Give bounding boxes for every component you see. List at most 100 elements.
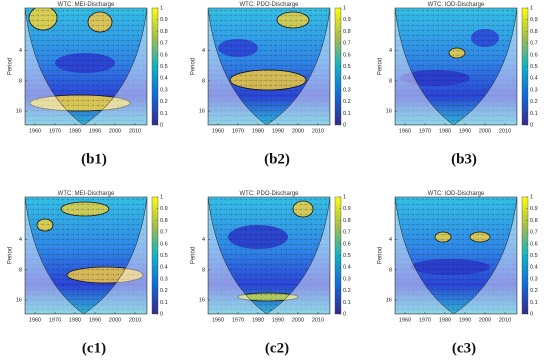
- x-tick-label: 1980: [69, 128, 81, 134]
- y-tick-label: 8: [202, 267, 205, 273]
- colorbar-tick-label: 0.6: [530, 52, 538, 58]
- y-axis-label: Period: [191, 58, 197, 75]
- cone-of-influence: [208, 8, 330, 125]
- x-tick-label: 1960: [212, 128, 224, 134]
- colorbar-tick-label: 0.2: [530, 99, 538, 105]
- colorbar-tick-label: 1: [343, 5, 346, 11]
- x-tick-label: 1970: [419, 128, 431, 134]
- x-tick-label: 1970: [49, 317, 61, 323]
- colorbar-tick-label: 0.5: [160, 253, 168, 259]
- x-tick-label: 2010: [499, 317, 511, 323]
- colorbar-tick-label: 0.4: [343, 265, 351, 271]
- y-axis-label: Period: [378, 58, 384, 75]
- y-tick-label: 8: [19, 267, 22, 273]
- x-tick-label: 1980: [439, 128, 451, 134]
- colorbar-tick-label: 1: [160, 194, 163, 200]
- y-tick-label: 4: [389, 237, 392, 243]
- x-tick-label: 2000: [109, 317, 121, 323]
- x-tick-label: 2010: [312, 128, 324, 134]
- panel-caption: (c3): [452, 340, 476, 356]
- colorbar-tick-label: 1: [343, 194, 346, 200]
- y-tick-label: 8: [202, 78, 205, 84]
- plot-frame: [207, 196, 331, 315]
- colorbar-tick-label: 0.9: [343, 206, 351, 212]
- x-tick-label: 1990: [89, 128, 101, 134]
- y-tick-label: 4: [19, 237, 22, 243]
- panel-title: WTC: IOD-Discharge: [428, 2, 485, 8]
- y-axis-label: Period: [8, 58, 14, 75]
- heatmap: [395, 197, 517, 314]
- colorbar-tick-label: 0.7: [530, 230, 538, 236]
- colorbar-tick-label: 0.9: [530, 206, 538, 212]
- x-tick-label: 1960: [29, 128, 41, 134]
- colorbar-tick-label: 0.5: [343, 253, 351, 259]
- colorbar-tick-label: 1: [530, 194, 533, 200]
- colorbar-tick-label: 1: [530, 5, 533, 11]
- y-tick-label: 4: [19, 48, 22, 54]
- colorbar-tick-label: 0.9: [160, 206, 168, 212]
- x-tick-label: 2000: [479, 128, 491, 134]
- colorbar-tick-label: 0.1: [160, 300, 168, 306]
- y-tick-label: 8: [19, 78, 22, 84]
- x-tick-label: 2010: [312, 317, 324, 323]
- colorbar-tick-label: 0.8: [530, 218, 538, 224]
- x-tick-label: 1990: [459, 317, 471, 323]
- y-tick-label: 16: [199, 109, 205, 115]
- colorbar-tick-label: 0.8: [530, 29, 538, 35]
- colorbar-tick-label: 0.4: [160, 265, 168, 271]
- cone-of-influence: [395, 197, 517, 314]
- colorbar-tick-label: 0: [160, 122, 163, 128]
- x-tick-label: 1990: [272, 128, 284, 134]
- panel-caption: (b1): [81, 151, 107, 167]
- plot-frame: [24, 196, 148, 315]
- panel: WTC: IOD-Discharge Period 4 8 16 1960 1970 1980…: [378, 191, 538, 356]
- colorbar-tick-label: 0.6: [343, 241, 351, 247]
- colorbar-tick-label: 0.7: [343, 230, 351, 236]
- heatmap: [25, 8, 147, 125]
- x-tick-label: 1980: [252, 317, 264, 323]
- x-tick-label: 1960: [29, 317, 41, 323]
- colorbar-tick-label: 0.7: [343, 41, 351, 47]
- colorbar-tick-label: 0.2: [343, 288, 351, 294]
- y-tick-label: 16: [16, 298, 22, 304]
- heatmap: [208, 197, 330, 314]
- cone-of-influence: [25, 8, 147, 125]
- x-tick-label: 1970: [49, 128, 61, 134]
- colorbar-tick-label: 0.5: [160, 64, 168, 70]
- y-tick-label: 16: [386, 109, 392, 115]
- y-axis-label: Period: [191, 247, 197, 264]
- colorbar-tick-label: 0: [530, 311, 533, 317]
- colorbar-tick-label: 0.6: [160, 241, 168, 247]
- colorbar-tick-label: 0.8: [343, 218, 351, 224]
- colorbar-tick-label: 0.2: [160, 99, 168, 105]
- x-tick-label: 1970: [232, 128, 244, 134]
- x-tick-label: 1990: [89, 317, 101, 323]
- cone-of-influence: [25, 197, 147, 314]
- panel-caption: (c2): [265, 340, 289, 356]
- colorbar-tick-label: 0.4: [160, 76, 168, 82]
- colorbar-tick-label: 0.5: [530, 253, 538, 259]
- x-tick-label: 2000: [479, 317, 491, 323]
- colorbar-tick-label: 0.8: [343, 29, 351, 35]
- panel: WTC: PDO-Discharge Period 4 8 16 1960 1970 1980…: [191, 2, 351, 167]
- panel: WTC: PDO-Discharge Period 4 8 16 1960 1970 1980…: [191, 191, 351, 356]
- heatmap: [25, 197, 147, 314]
- y-tick-label: 8: [389, 78, 392, 84]
- colorbar-tick-label: 0.5: [530, 64, 538, 70]
- panel: WTC: IOD-Discharge Period 4 8 16 1960 1970 1980…: [378, 2, 538, 167]
- panel-caption: (b3): [451, 151, 477, 167]
- x-tick-label: 1960: [399, 128, 411, 134]
- colorbar-tick-label: 0.1: [343, 111, 351, 117]
- x-tick-label: 2000: [292, 317, 304, 323]
- plot-frame: [24, 7, 148, 126]
- plot-frame: [207, 7, 331, 126]
- colorbar-tick-label: 0.3: [160, 276, 168, 282]
- y-tick-label: 16: [16, 109, 22, 115]
- colorbar-tick-label: 0.3: [343, 87, 351, 93]
- colorbar-tick-label: 0.8: [160, 218, 168, 224]
- panel-title: WTC: IOD-Discharge: [428, 191, 485, 197]
- y-tick-label: 4: [389, 48, 392, 54]
- panel-caption: (b2): [264, 151, 290, 167]
